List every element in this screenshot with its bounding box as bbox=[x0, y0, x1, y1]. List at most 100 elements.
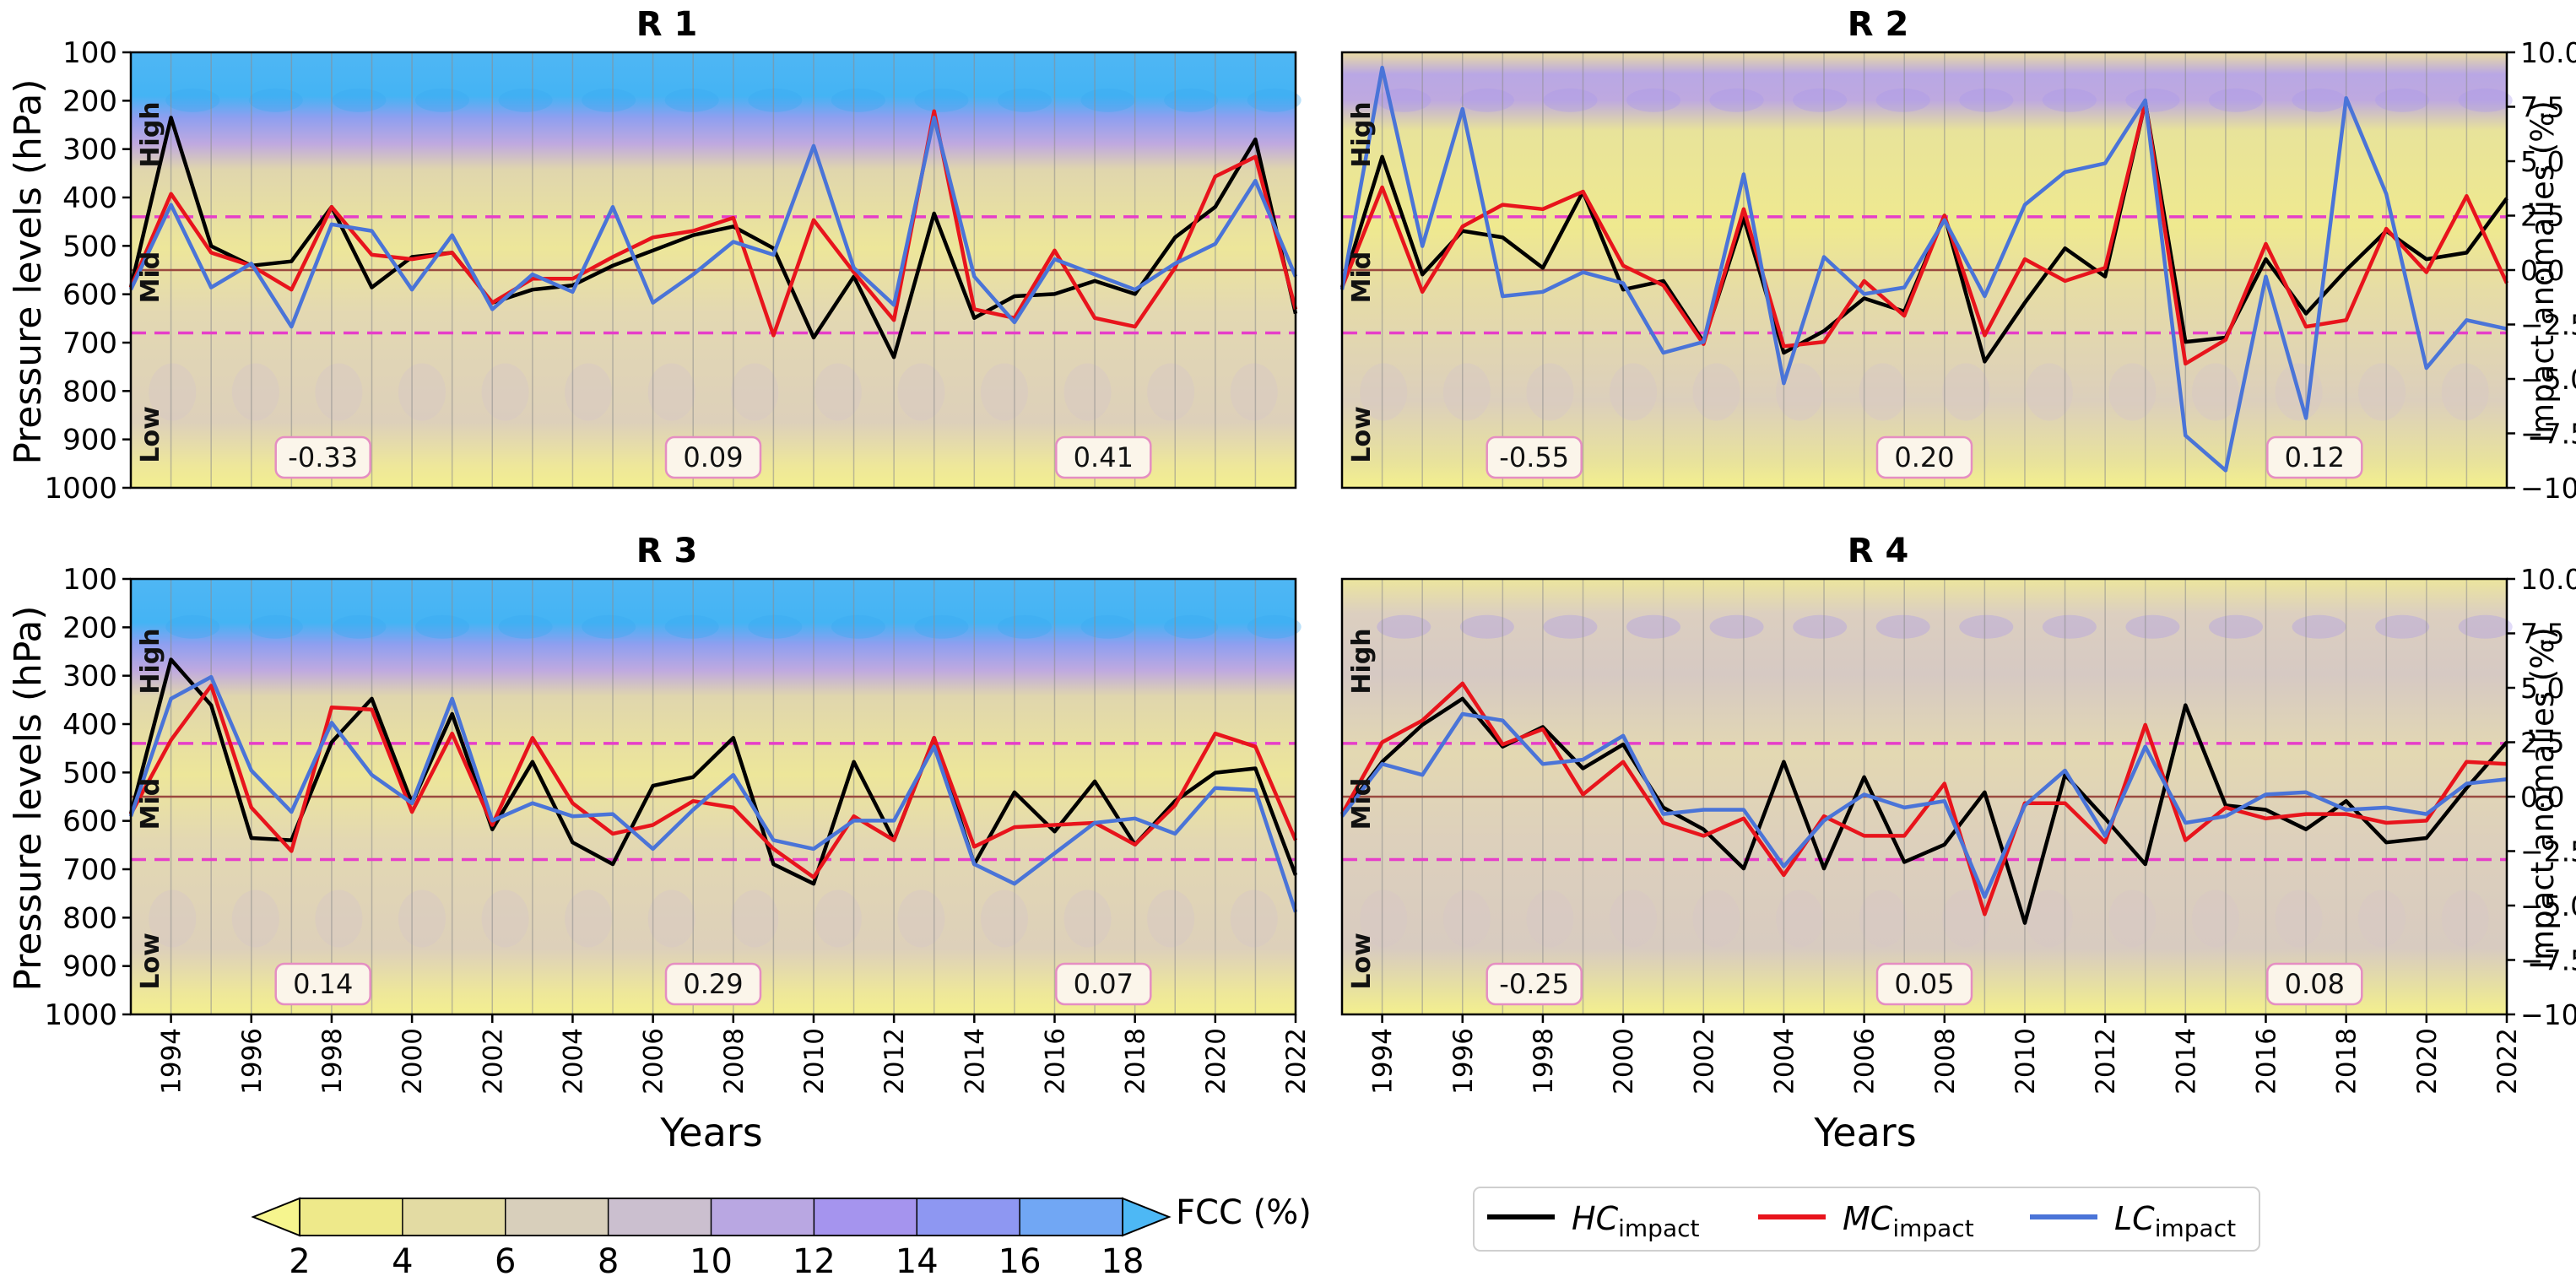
contour-blob bbox=[498, 614, 553, 639]
contour-blob bbox=[315, 890, 363, 948]
contour-blob bbox=[2042, 614, 2097, 639]
contour-blob bbox=[1610, 890, 1657, 948]
x-axis-label-left: Years bbox=[659, 1110, 762, 1155]
y-tick-label: 600 bbox=[62, 278, 117, 312]
contour-blob bbox=[2458, 614, 2513, 639]
y2-tick-label: −7.5 bbox=[2520, 944, 2576, 977]
x-tick-label: 2020 bbox=[2412, 1028, 2443, 1095]
contour-blob bbox=[415, 88, 469, 112]
contour-blob bbox=[664, 88, 719, 112]
correlation-value: 0.20 bbox=[1894, 441, 1954, 473]
panel-r3: High Mid Low 0.14 0.29 0.07 100 200 300 400 500 600… bbox=[44, 563, 1312, 1095]
y2-tick-label: 2.5 bbox=[2520, 200, 2564, 233]
series-line-mc-impact bbox=[129, 684, 1298, 879]
colorbar-tick-label: 6 bbox=[495, 1242, 516, 1281]
contour-blob bbox=[914, 88, 969, 112]
correlation-box bbox=[274, 435, 371, 479]
x-tick-label: 2020 bbox=[1201, 1028, 1231, 1095]
correlation-value: 0.07 bbox=[1074, 968, 1134, 1000]
y2-tick-label: −5.0 bbox=[2520, 363, 2576, 396]
x-tick-label: 2018 bbox=[1121, 1028, 1151, 1095]
x-tick-label: 2002 bbox=[1689, 1028, 1719, 1095]
layer-label-mid: Mid bbox=[136, 251, 165, 304]
y2-tick-label: 2.5 bbox=[2520, 727, 2564, 760]
colorbar: 2 4 6 8 10 12 14 16 18 bbox=[251, 1197, 1172, 1281]
correlation-value: 0.08 bbox=[2285, 968, 2345, 1000]
x-tick-label: 2016 bbox=[2251, 1028, 2281, 1095]
layer-label-low: Low bbox=[1347, 406, 1377, 462]
layer-label-mid: Mid bbox=[136, 778, 165, 830]
contour-blob bbox=[481, 363, 529, 421]
layer-label-low: Low bbox=[136, 933, 165, 989]
contour-blob bbox=[1360, 363, 1408, 421]
x-tick-label: 1998 bbox=[1529, 1028, 1559, 1095]
contour-blob bbox=[2108, 890, 2157, 948]
colorbar-tick-label: 2 bbox=[289, 1242, 310, 1281]
legend-label-lc: LCimpact bbox=[2114, 1200, 2236, 1242]
layer-label-low: Low bbox=[136, 406, 165, 462]
series-line-hc-impact bbox=[128, 116, 1298, 360]
colorbar-segment bbox=[608, 1198, 712, 1236]
x-tick-label: 2006 bbox=[1850, 1028, 1881, 1095]
contour-blob bbox=[2441, 890, 2489, 948]
contour-blob bbox=[2358, 890, 2406, 948]
contour-blob bbox=[914, 614, 969, 639]
correlation-box bbox=[1486, 435, 1583, 479]
contour-blob bbox=[2192, 363, 2239, 421]
contour-blob bbox=[1164, 88, 1219, 112]
contour-blob bbox=[731, 363, 779, 421]
contour-blob bbox=[2108, 363, 2157, 421]
contour-blob bbox=[897, 363, 945, 421]
layer-label-mid: Mid bbox=[1347, 251, 1377, 304]
y-tick-label: 600 bbox=[62, 805, 117, 839]
contour-blob bbox=[2025, 890, 2073, 948]
contour-blob bbox=[1147, 363, 1195, 421]
colorbar-tick-label: 10 bbox=[690, 1242, 733, 1281]
y-tick-label: 500 bbox=[62, 230, 117, 263]
contour-blob bbox=[1526, 890, 1574, 948]
x-tick-label: 2010 bbox=[2010, 1028, 2041, 1095]
contour-blob bbox=[1859, 890, 1907, 948]
x-tick-label: 2008 bbox=[719, 1028, 750, 1095]
x-tick-label: 2004 bbox=[558, 1028, 588, 1095]
contour-blob bbox=[231, 890, 279, 948]
layer-label-low: Low bbox=[1347, 933, 1377, 989]
y2-tick-label: −10.0 bbox=[2520, 472, 2576, 505]
colorbar-tick-label: 16 bbox=[998, 1242, 1042, 1281]
x-tick-label: 1994 bbox=[1368, 1028, 1399, 1095]
contour-blob bbox=[231, 363, 279, 421]
contour-blob bbox=[1230, 363, 1278, 421]
contour-blob bbox=[2192, 890, 2239, 948]
y-tick-label: 800 bbox=[62, 901, 117, 935]
contour-blob bbox=[1692, 363, 1740, 421]
contour-blob bbox=[2209, 614, 2263, 639]
y2-tick-label: 10.0 bbox=[2520, 563, 2576, 596]
contour-blob bbox=[814, 363, 862, 421]
y-tick-label: 200 bbox=[62, 84, 117, 118]
correlation-box bbox=[2266, 962, 2363, 1006]
layer-label-mid: Mid bbox=[1347, 778, 1377, 830]
correlation-value: 0.14 bbox=[293, 968, 353, 1000]
x-tick-label: 1994 bbox=[157, 1028, 187, 1095]
correlation-box bbox=[1055, 962, 1152, 1006]
contour-blob bbox=[731, 890, 779, 948]
contour-blob bbox=[1543, 614, 1598, 639]
series-line-mc-impact bbox=[128, 109, 1298, 338]
y-tick-label: 100 bbox=[62, 36, 117, 70]
series-line-hc-impact bbox=[128, 657, 1298, 886]
contour-blob bbox=[1942, 890, 1990, 948]
correlation-box bbox=[274, 962, 371, 1006]
y2-tick-label: 7.5 bbox=[2520, 618, 2564, 651]
contour-blob bbox=[481, 890, 529, 948]
y-tick-label: 300 bbox=[62, 660, 117, 694]
contour-blob bbox=[1875, 88, 1930, 112]
y-tick-label: 700 bbox=[62, 327, 117, 360]
contour-blob bbox=[398, 363, 446, 421]
correlation-value: 0.41 bbox=[1074, 441, 1134, 473]
y-tick-label: 1000 bbox=[44, 472, 117, 506]
y2-tick-label: 7.5 bbox=[2520, 91, 2564, 124]
contour-blob bbox=[1776, 363, 1824, 421]
colorbar-extend-high bbox=[1122, 1197, 1172, 1237]
contour-blob bbox=[2375, 614, 2430, 639]
